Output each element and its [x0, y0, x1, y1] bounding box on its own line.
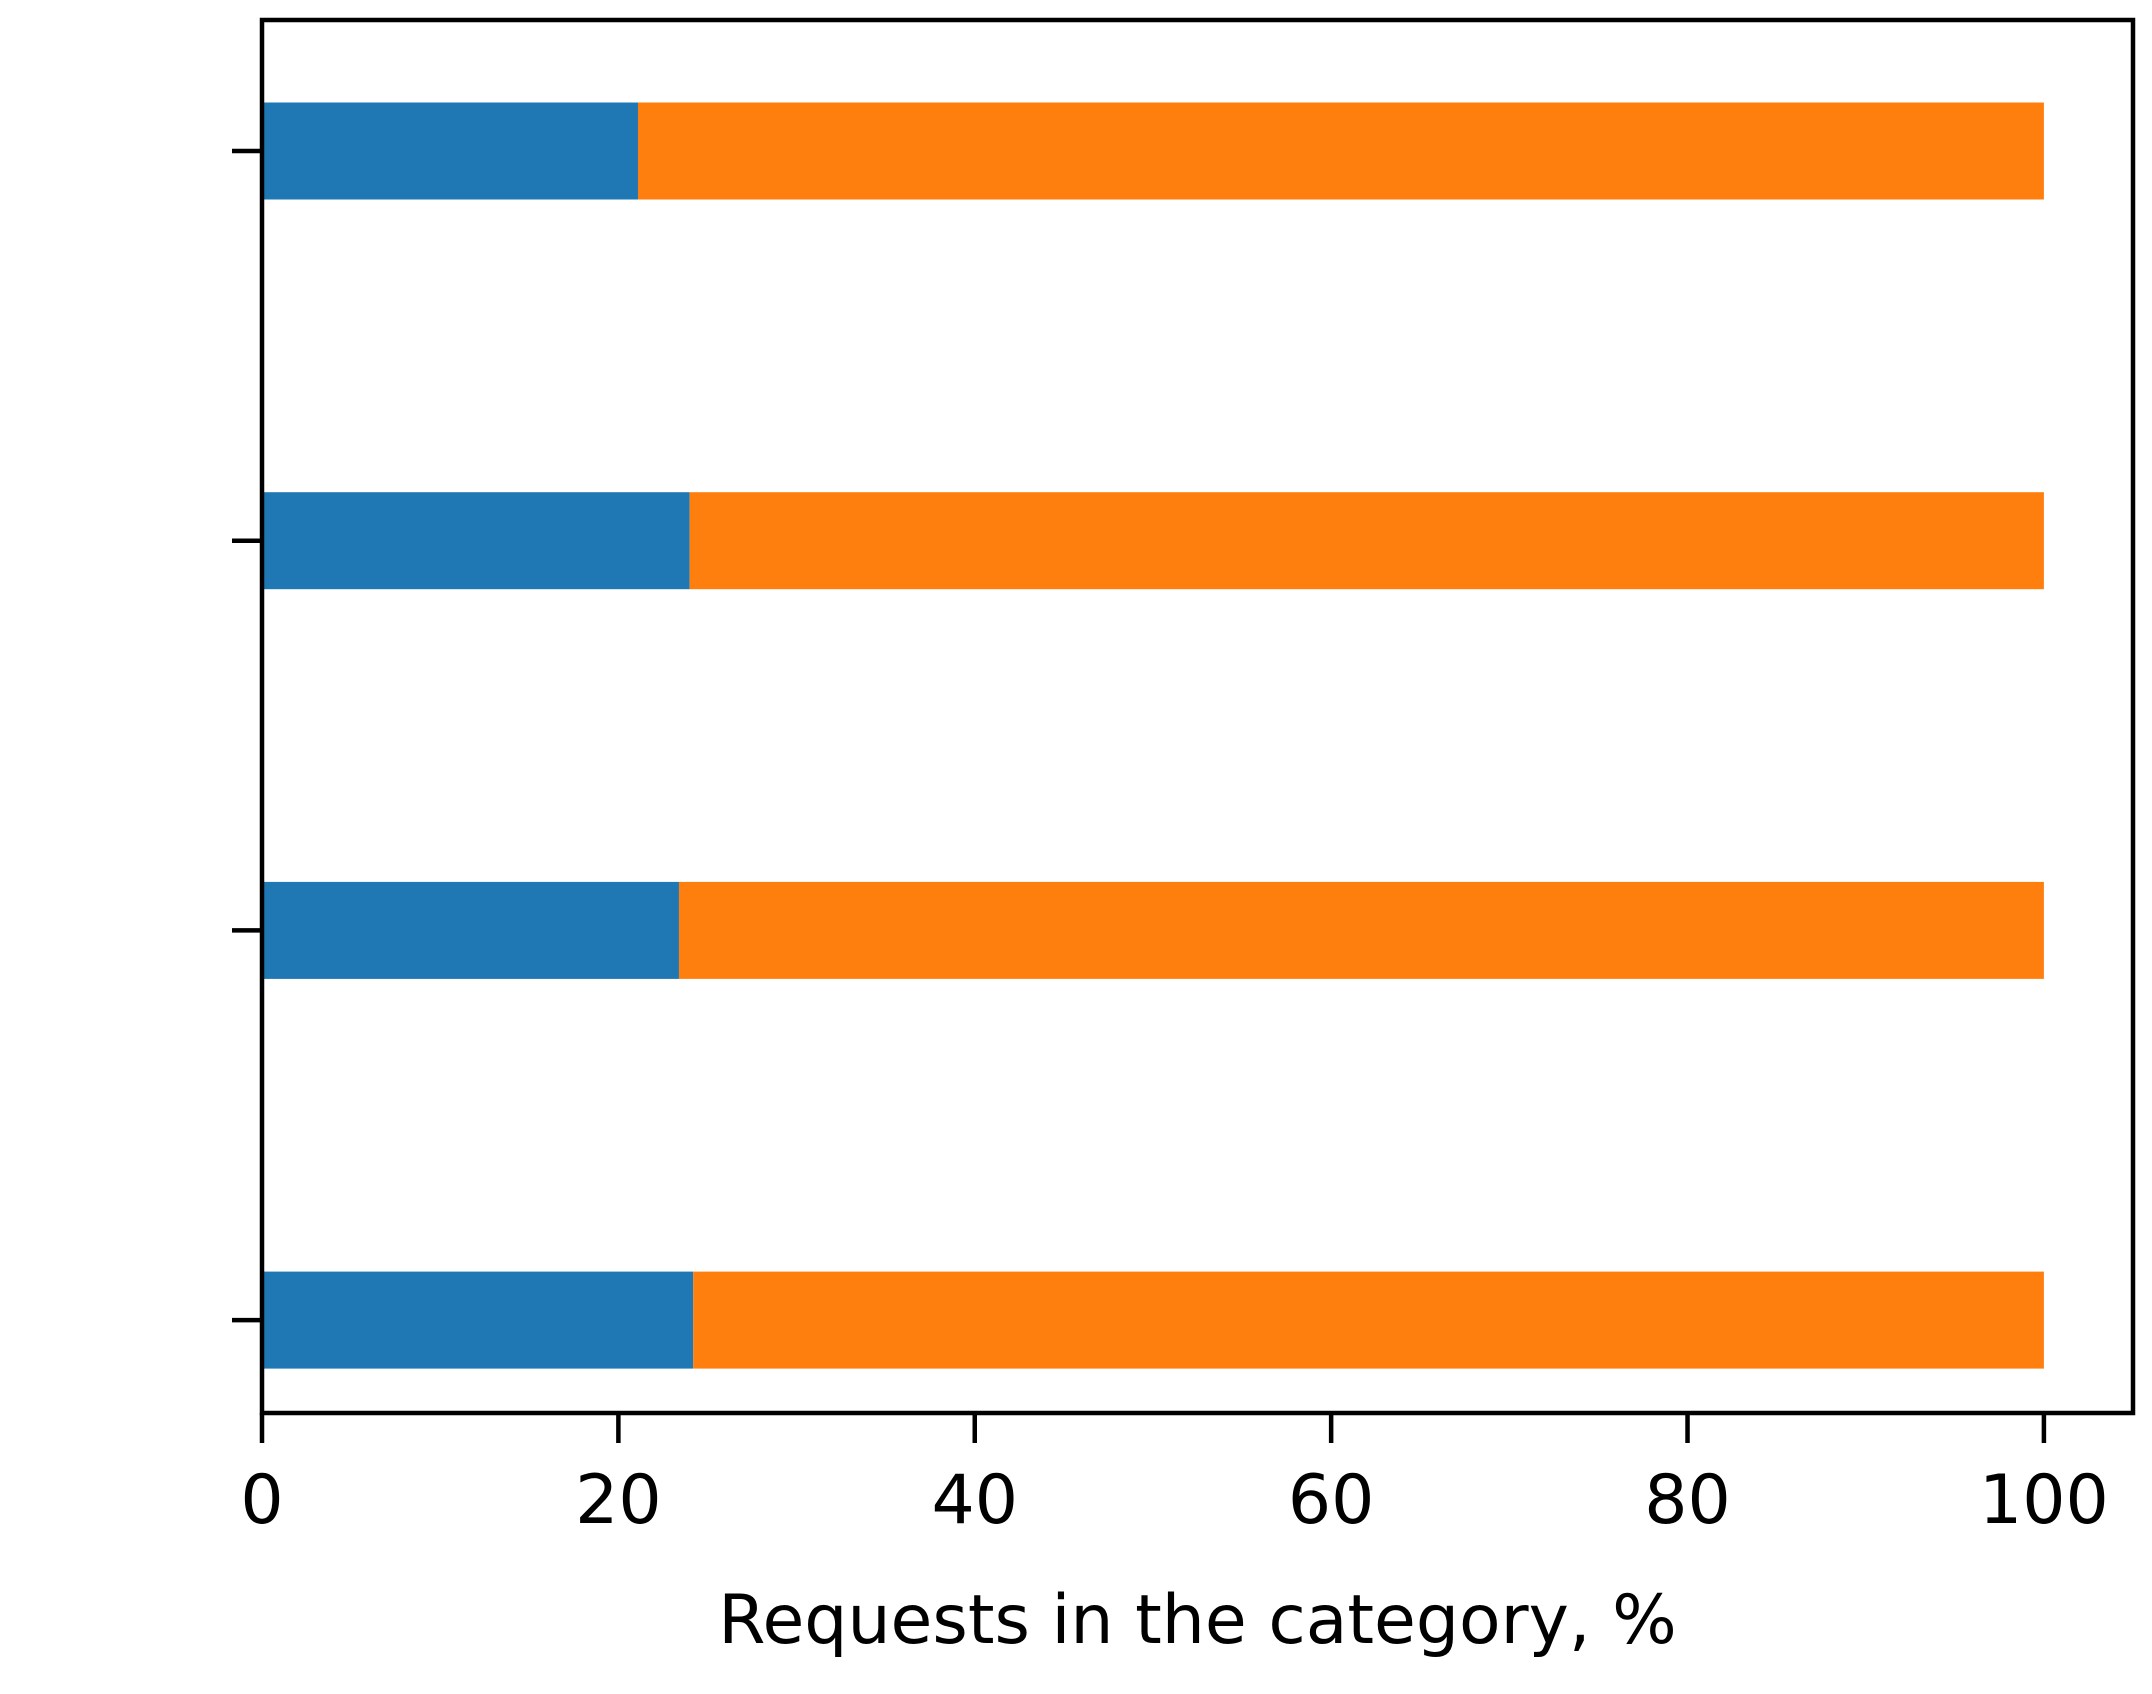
bar-segment-2-series-0	[262, 492, 690, 590]
plot-frame	[259, 17, 2136, 1416]
bar-segment-0-series-0	[262, 1271, 694, 1369]
ticks-layer: 0 20 40 60 80 100	[232, 148, 2109, 1540]
x-tick-label-0: 0	[240, 1461, 283, 1540]
x-tick-label-1: 20	[575, 1461, 662, 1540]
bar-segment-0-series-1	[693, 1271, 2044, 1369]
x-tick-label-5: 100	[1979, 1461, 2109, 1540]
x-tick-label-3: 60	[1288, 1461, 1375, 1540]
bar-segment-2-series-1	[689, 492, 2044, 590]
bars-layer	[262, 102, 2044, 1369]
bar-segment-3-series-0	[262, 102, 638, 200]
x-tick-label-4: 80	[1644, 1461, 1731, 1540]
x-tick-label-2: 40	[931, 1461, 1018, 1540]
bar-segment-3-series-1	[637, 102, 2044, 200]
x-axis-label: Requests in the category, %	[718, 1581, 1676, 1660]
bar-segment-1-series-0	[262, 881, 679, 979]
bar-segment-1-series-1	[678, 881, 2044, 979]
